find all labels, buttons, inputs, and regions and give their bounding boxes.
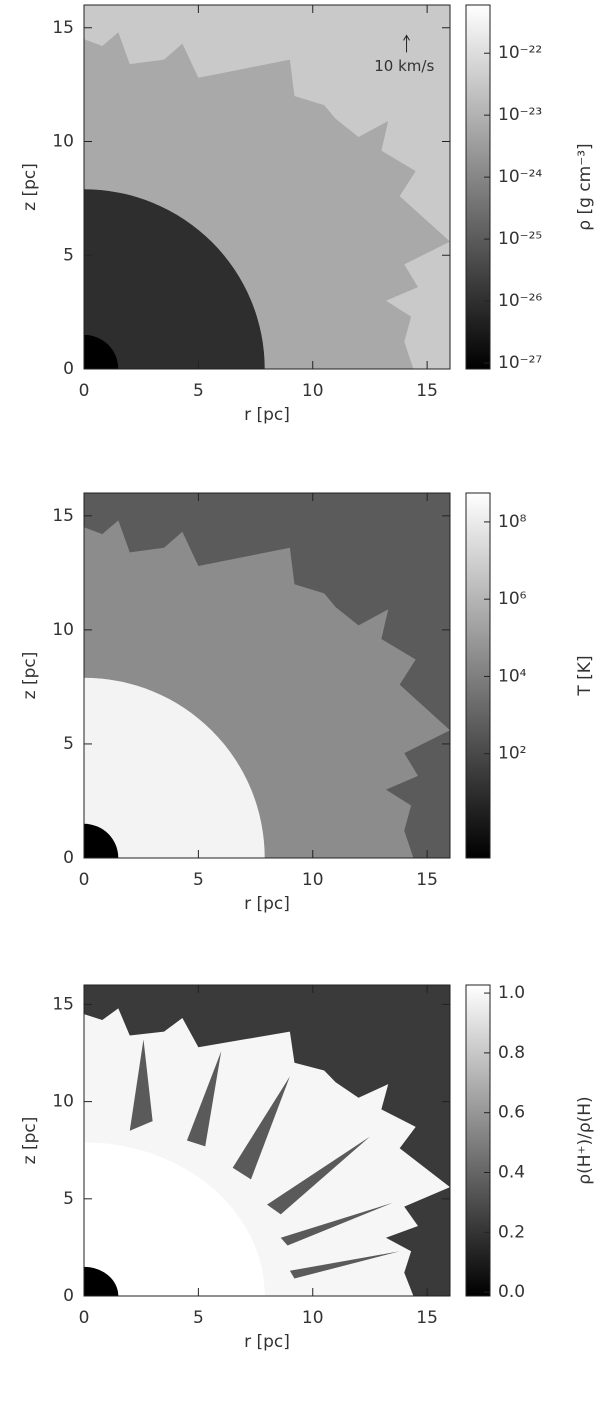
colorbar: [465, 984, 491, 1297]
colorbar-label: ρ(H⁺)/ρ(H): [575, 1096, 595, 1184]
bubble: [84, 189, 265, 369]
colorbar-tick-label: 0.8: [498, 1043, 525, 1063]
plot-frame: [83, 4, 451, 370]
y-axis-label: z [pc]: [20, 1117, 40, 1165]
y-tick-label: 5: [63, 1189, 74, 1209]
colorbar-tick-label: 10⁶: [498, 589, 527, 609]
colorbar-tick-label: 10⁻²⁵: [498, 229, 542, 249]
x-tick-label: 5: [193, 381, 204, 401]
plot-frame: [83, 492, 451, 859]
streak: [186, 1051, 222, 1147]
arrow-head: [403, 34, 410, 41]
x-tick-label: 15: [416, 870, 438, 890]
colorbar-tick-label: 0.4: [498, 1162, 525, 1182]
x-tick-label: 0: [79, 870, 90, 890]
x-tick-label: 0: [79, 1308, 90, 1328]
x-tick-label: 5: [193, 870, 204, 890]
bubble: [84, 677, 265, 858]
bubble: [84, 1142, 265, 1296]
colorbar-tick-label: 10⁻²⁴: [498, 167, 542, 187]
streak: [280, 1202, 393, 1246]
x-tick-label: 10: [302, 1308, 324, 1328]
y-axis-label: z [pc]: [20, 163, 40, 211]
colorbar: [465, 4, 491, 370]
y-tick-label: 5: [63, 734, 74, 754]
x-tick-label: 0: [79, 381, 90, 401]
y-tick-label: 10: [52, 132, 74, 152]
y-tick-label: 15: [52, 994, 74, 1014]
colorbar-label: ρ [g cm⁻³]: [575, 143, 595, 230]
colorbar-tick-label: 10⁸: [498, 512, 527, 532]
colorbar-tick-label: 10⁴: [498, 666, 527, 686]
streak: [267, 1136, 370, 1215]
streak: [289, 1251, 400, 1279]
colorbar-tick-label: 10⁻²⁶: [498, 291, 542, 311]
streak: [232, 1076, 290, 1180]
colorbar-tick-label: 10²: [498, 744, 526, 764]
colorbar-tick-label: 0.2: [498, 1222, 525, 1242]
colorbar-tick-label: 10⁻²⁷: [498, 353, 542, 373]
colorbar-label: T [K]: [575, 655, 595, 696]
x-axis-label: r [pc]: [244, 1332, 290, 1352]
star: [84, 823, 119, 858]
y-tick-label: 0: [63, 359, 74, 379]
colorbar-tick-label: 0.6: [498, 1103, 525, 1123]
plot-frame: [83, 984, 451, 1297]
colorbar-tick-label: 10⁻²³: [498, 105, 542, 125]
streak: [129, 1039, 153, 1131]
y-tick-label: 0: [63, 1286, 74, 1306]
y-tick-label: 15: [52, 506, 74, 526]
panel: 0 5 10 15 0 5 10 15 r [pc] z [pc] 10² 10⁴ 10⁶ 10⁸ T [K…: [20, 492, 595, 914]
colorbar-tick-label: 1.0: [498, 983, 525, 1003]
y-tick-label: 10: [52, 1092, 74, 1112]
x-tick-label: 10: [302, 381, 324, 401]
x-tick-label: 5: [193, 1308, 204, 1328]
y-tick-label: 0: [63, 848, 74, 868]
panel: 0 5 10 15 0 5 10 15 r [pc] z [pc] 0.0 0.2 0.4 0.6 0.8 1…: [20, 983, 595, 1352]
panel: 0 5 10 15 0 5 10 15 r [pc] z [pc] 10⁻²⁷ 10⁻²⁶ 10⁻²⁵ 1…: [20, 4, 595, 425]
x-tick-label: 15: [416, 1308, 438, 1328]
x-tick-label: 15: [416, 381, 438, 401]
y-tick-label: 5: [63, 245, 74, 265]
x-axis-label: r [pc]: [244, 894, 290, 914]
y-tick-label: 15: [52, 18, 74, 38]
colorbar: [465, 492, 491, 859]
colorbar-tick-label: 0.0: [498, 1282, 525, 1302]
x-tick-label: 10: [302, 870, 324, 890]
colorbar-tick-label: 10⁻²²: [498, 43, 542, 63]
star: [84, 1266, 119, 1296]
x-axis-label: r [pc]: [244, 405, 290, 425]
y-tick-label: 10: [52, 620, 74, 640]
y-axis-label: z [pc]: [20, 652, 40, 700]
star: [84, 334, 119, 369]
annotation: 10 km/s: [374, 57, 434, 75]
